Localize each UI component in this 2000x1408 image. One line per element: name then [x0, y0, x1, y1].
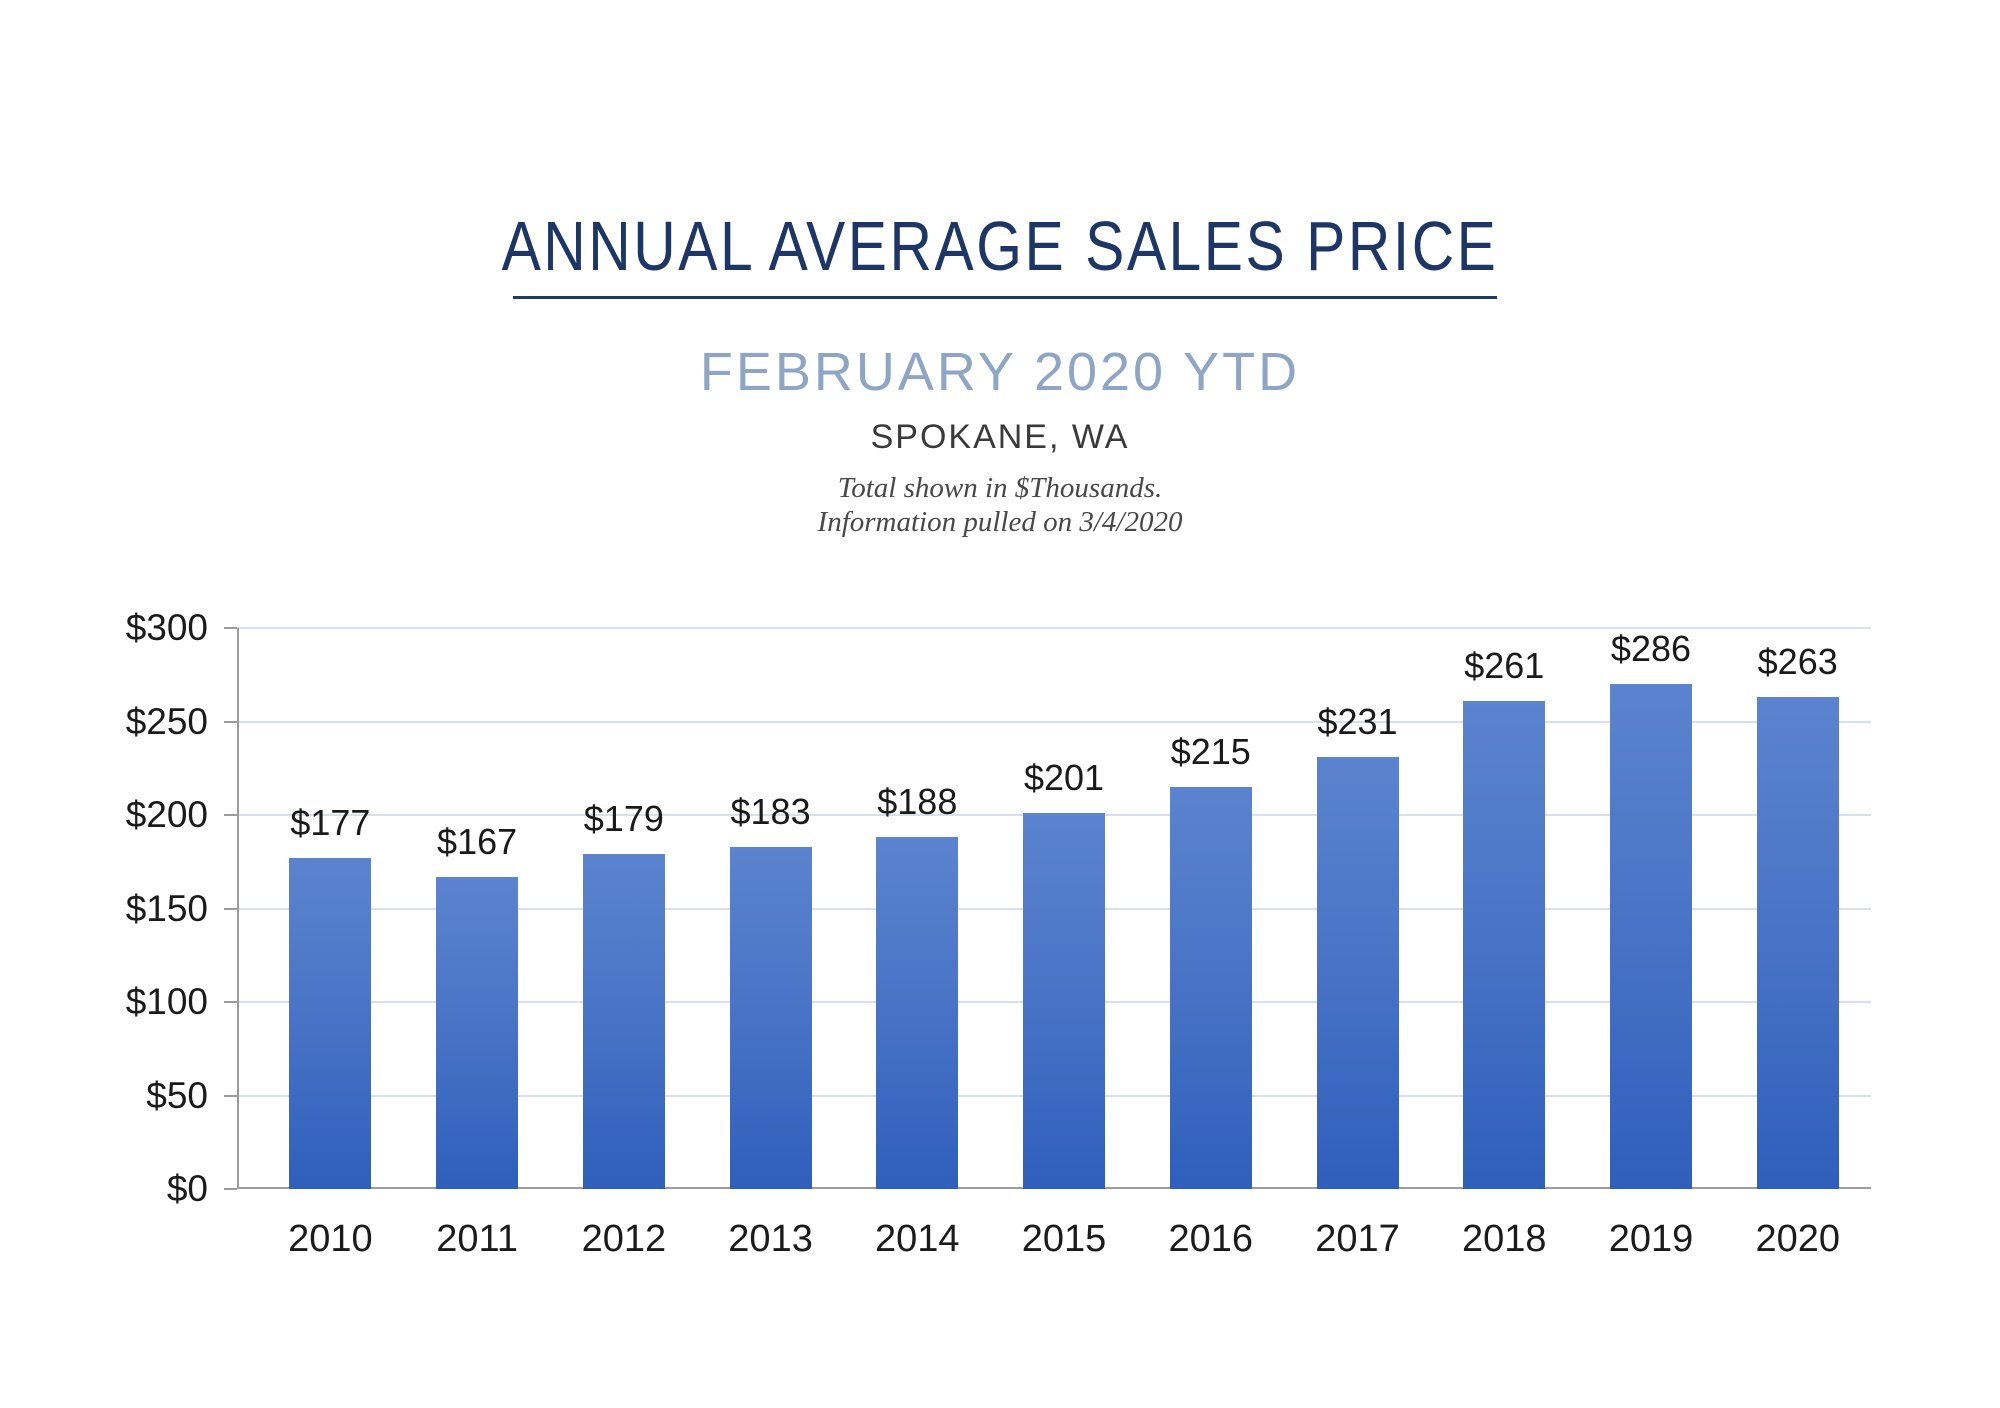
bar-value-label-2018: $261	[1464, 645, 1545, 686]
bar-2018	[1463, 701, 1546, 1189]
bar-value-label-2012: $179	[583, 798, 664, 839]
bar-2010	[289, 858, 372, 1189]
bar-slot-2010: $177	[257, 628, 404, 1189]
title-underline	[513, 296, 1497, 299]
subtitle: FEBRUARY 2020 YTD	[699, 342, 1301, 402]
bar-2014	[876, 837, 959, 1189]
year-label-2011: 2011	[436, 1218, 518, 1260]
y-axis-label-250: $250	[125, 700, 208, 742]
bar-2019	[1609, 684, 1692, 1189]
axis-tick-300	[224, 627, 237, 629]
year-label-2019: 2019	[1608, 1218, 1694, 1260]
axis-tick-100	[224, 1001, 237, 1003]
bar-value-label-2014: $188	[877, 781, 958, 822]
note-pulled-date: Information pulled on 3/4/2020	[817, 506, 1183, 538]
bar-2016	[1169, 787, 1252, 1189]
bar-value-label-2011: $167	[437, 821, 518, 862]
bar-slot-2015: $201	[991, 628, 1138, 1189]
bar-value-label-2013: $183	[730, 791, 811, 832]
year-label-2010: 2010	[288, 1218, 373, 1260]
y-axis-label-150: $150	[125, 887, 208, 929]
bar-value-label-2015: $201	[1023, 757, 1105, 798]
year-label-2018: 2018	[1461, 1218, 1547, 1260]
bar-value-label-2019: $286	[1610, 628, 1692, 669]
year-label-2013: 2013	[728, 1218, 813, 1260]
bar-slot-2020: $263	[1724, 628, 1871, 1189]
y-axis-label-50: $50	[146, 1074, 208, 1116]
axis-tick-0	[224, 1188, 237, 1190]
bar-value-label-2016: $215	[1170, 731, 1251, 772]
bar-slot-2019: $286	[1578, 628, 1725, 1189]
bar-slot-2017: $231	[1284, 628, 1431, 1189]
y-axis-label-200: $200	[125, 794, 208, 835]
gridline-300	[237, 627, 1871, 629]
year-label-2012: 2012	[581, 1218, 667, 1260]
year-label-2020: 2020	[1755, 1218, 1840, 1260]
x-axis-labels: 2010 2011 2012 2013 2014 2015 2016 2017 2018 2019…	[257, 1217, 1871, 1261]
bar-slot-2014: $188	[844, 628, 991, 1189]
bar-value-label-2017: $231	[1317, 701, 1398, 742]
bar-value-label-2010: $177	[290, 802, 371, 843]
year-label-2017: 2017	[1315, 1218, 1400, 1260]
note-units: Total shown in $Thousands.	[837, 472, 1163, 504]
gridline-250	[237, 720, 1871, 723]
y-axis-label-0: $0	[166, 1168, 208, 1209]
y-axis-label-100: $100	[125, 981, 208, 1022]
axis-tick-150	[224, 907, 237, 910]
bar-chart: $177 $167 $179 $183 $188 $201 $215 $231 $261 $286…	[224, 627, 1871, 1190]
bar-slot-2016: $215	[1137, 628, 1284, 1189]
bars-container: $177 $167 $179 $183 $188 $201 $215 $231 $261 $286…	[257, 628, 1871, 1189]
y-axis-label-300: $300	[125, 607, 208, 648]
year-label-2014: 2014	[875, 1218, 960, 1260]
bar-slot-2013: $183	[697, 628, 844, 1189]
location-label: SPOKANE, WA	[870, 418, 1130, 456]
bar-2011	[436, 877, 519, 1189]
bar-value-label-2020: $263	[1757, 641, 1838, 682]
axis-tick-50	[224, 1094, 237, 1097]
year-label-2015: 2015	[1021, 1218, 1107, 1260]
y-axis-labels: $0 $50 $100 $150 $200 $250 $300	[90, 0, 208, 1408]
bar-2017	[1316, 757, 1399, 1189]
bar-slot-2018: $261	[1431, 628, 1578, 1189]
bar-slot-2011: $167	[404, 628, 551, 1189]
bar-2015	[1023, 813, 1106, 1189]
year-label-2016: 2016	[1168, 1218, 1254, 1260]
axis-tick-200	[224, 814, 237, 816]
y-axis-line	[237, 628, 239, 1189]
bar-2012	[582, 854, 665, 1189]
page-title: ANNUAL AVERAGE SALES PRICE	[501, 207, 1499, 285]
bar-2013	[729, 847, 812, 1189]
axis-tick-250	[224, 720, 237, 723]
bar-2020	[1756, 697, 1839, 1189]
bar-slot-2012: $179	[550, 628, 697, 1189]
